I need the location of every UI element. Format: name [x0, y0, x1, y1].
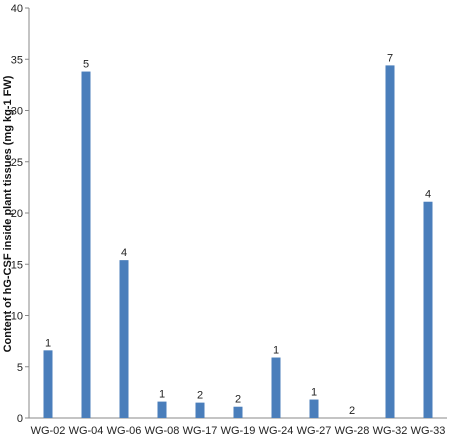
- category-label: WG-24: [259, 425, 294, 437]
- category-label: WG-17: [183, 425, 218, 437]
- bar-wg-17: [195, 402, 205, 418]
- bar-data-label: 4: [121, 247, 127, 259]
- bar-wg-08: [157, 401, 167, 418]
- category-label: WG-28: [335, 425, 370, 437]
- y-tick-label: 40: [11, 3, 23, 15]
- y-tick-label: 15: [11, 259, 23, 271]
- bar-wg-27: [309, 399, 319, 418]
- y-tick-label: 0: [17, 413, 23, 425]
- y-tick-label: 20: [11, 208, 23, 220]
- category-label: WG-19: [221, 425, 256, 437]
- bar-data-label: 2: [235, 394, 241, 406]
- bar-data-label: 5: [83, 59, 89, 71]
- bar-wg-33: [423, 201, 433, 418]
- y-tick-label: 25: [11, 157, 23, 169]
- bar-wg-02: [43, 350, 53, 418]
- y-tick-label: 5: [17, 362, 23, 374]
- bar-wg-32: [385, 65, 395, 419]
- bar-data-label: 1: [159, 389, 165, 401]
- category-labels: WG-02 WG-04 WG-06 WG-08 WG-17 WG-19 WG-24 WG-27…: [31, 425, 446, 437]
- bar-data-label: 1: [273, 345, 279, 357]
- bar-wg-19: [233, 406, 243, 418]
- y-tick-label: 35: [11, 54, 23, 66]
- bar-data-label: 1: [311, 387, 317, 399]
- bar-wg-06: [119, 260, 129, 418]
- category-label: WG-02: [31, 425, 66, 437]
- y-axis-ticks: 0 5 10 15 20 25 30 35 40: [11, 3, 29, 425]
- bar-data-label: 2: [349, 405, 355, 417]
- bar-data-label: 4: [425, 189, 431, 201]
- y-tick-label: 10: [11, 311, 23, 323]
- y-axis-title: Content of hG-CSF inside plant tissues (…: [2, 75, 14, 352]
- category-label: WG-04: [69, 425, 104, 437]
- bar-wg-04: [81, 71, 91, 419]
- category-label: WG-27: [297, 425, 332, 437]
- category-label: WG-33: [411, 425, 446, 437]
- bar-data-labels: 1 5 4 1 2 2 1 1 2 7 4: [45, 52, 431, 417]
- bar-data-label: 7: [387, 52, 393, 64]
- category-label: WG-08: [145, 425, 180, 437]
- bar-wg-24: [271, 357, 281, 418]
- bar-data-label: 1: [45, 337, 51, 349]
- category-label: WG-32: [373, 425, 408, 437]
- bars: [43, 65, 433, 419]
- category-label: WG-06: [107, 425, 142, 437]
- bar-data-label: 2: [197, 390, 203, 402]
- y-tick-label: 30: [11, 106, 23, 118]
